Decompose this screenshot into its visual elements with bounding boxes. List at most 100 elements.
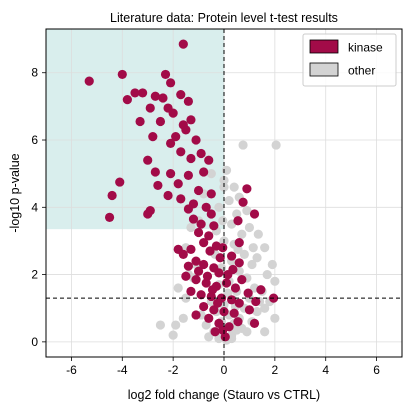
kinase-point [183,261,193,271]
kinase-point [188,214,199,224]
kinase-point [214,318,224,328]
x-tick-label: 4 [322,363,329,377]
kinase-point [163,190,173,201]
other-point [267,259,277,270]
other-point [186,222,196,233]
kinase-point [201,202,211,212]
kinase-point [251,296,261,307]
kinase-point [186,115,196,125]
kinase-point [227,295,237,305]
other-point [178,313,188,323]
other-point [218,216,228,226]
kinase-point [150,167,160,177]
kinase-point [199,301,209,312]
kinase-point [213,298,223,308]
kinase-point [143,209,153,219]
other-point [260,243,270,253]
kinase-point [186,244,196,254]
kinase-point [145,103,155,113]
kinase-point [115,177,125,187]
other-point [262,269,272,280]
other-point [173,283,183,293]
kinase-point [243,288,253,298]
kinase-point [178,249,188,259]
kinase-point [176,147,186,157]
other-point [253,229,263,239]
kinase-point [234,258,244,268]
kinase-point [191,310,201,320]
kinase-point [166,78,176,88]
y-tick-label: 4 [31,200,38,214]
y-tick-label: 8 [31,66,38,80]
kinase-point [138,88,148,98]
kinase-point [155,116,166,127]
kinase-point [191,275,201,285]
other-point [270,313,280,323]
kinase-point [210,327,220,337]
kinase-point [122,95,132,105]
other-point [271,140,281,150]
other-point [206,169,216,179]
other-point [248,243,258,253]
kinase-point [173,179,183,189]
kinase-point [148,132,158,142]
kinase-point [166,169,176,179]
kinase-point [104,212,115,222]
kinase-point [218,243,228,253]
kinase-point [186,286,196,296]
kinase-point [178,39,188,49]
kinase-point [227,251,237,261]
legend-label-kinase: kinase [348,41,383,55]
kinase-point [218,325,228,335]
y-axis-label: -log10 p-value [8,153,22,232]
kinase-point [168,108,178,118]
kinase-point [209,221,219,231]
kinase-point [244,305,255,315]
kinase-point [206,189,216,199]
x-tick-label: -6 [66,363,77,377]
other-point [270,276,280,286]
kinase-point [183,96,193,106]
kinase-point [206,209,216,219]
other-point [181,293,191,303]
kinase-point [181,271,191,281]
kinase-point [199,259,209,270]
kinase-point [249,318,260,328]
other-point [239,249,249,259]
kinase-point [199,238,209,248]
y-tick-label: 6 [31,133,38,147]
other-point [229,182,239,192]
legend-swatch-kinase [309,39,339,54]
other-point [247,259,257,270]
other-point [238,140,248,150]
other-point [244,222,255,233]
x-tick-label: 2 [272,363,279,377]
kinase-point [221,278,232,288]
other-point [224,195,234,206]
kinase-point [176,90,186,100]
kinase-point [204,155,214,165]
legend: kinase other [302,33,397,87]
kinase-point [230,283,241,293]
other-point [260,303,270,313]
other-point [155,320,166,330]
kinase-point [193,266,204,276]
kinase-point [181,125,191,135]
kinase-point [228,264,238,275]
other-point [204,332,214,342]
x-tick-label: -4 [117,363,128,377]
x-tick-label: 0 [221,363,228,377]
other-point [171,320,181,330]
kinase-point [249,209,260,219]
kinase-point [193,185,204,196]
kinase-point [176,194,186,204]
kinase-point [256,285,266,295]
other-point [237,229,247,239]
x-axis-label: log2 fold change (Stauro vs CTRL) [128,388,320,402]
kinase-point [130,88,140,98]
highlight-region [46,29,224,230]
kinase-point [191,256,201,266]
kinase-point [193,227,204,238]
kinase-point [117,69,127,80]
